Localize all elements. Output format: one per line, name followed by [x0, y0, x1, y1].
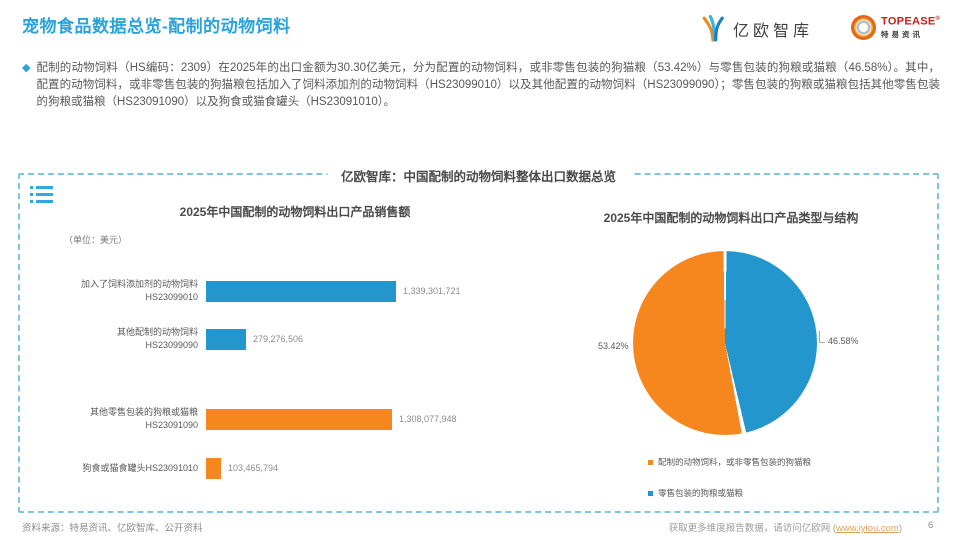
- bar-row: 狗食或猫食罐头HS23091010 103,465,794: [30, 447, 500, 489]
- bar-value-label: 103,465,794: [228, 463, 279, 473]
- bar-row: 其他配制的动物饲料 HS23099090 279,276,506: [30, 318, 500, 360]
- bar-row: 加入了饲料添加剂的动物饲料 HS23099010 1,339,301,721: [30, 270, 500, 312]
- registered-mark: ®: [935, 16, 941, 23]
- bar-fill: [206, 280, 396, 302]
- pie-pct-label-orange: 53.42%: [598, 341, 629, 351]
- pie-graphic: [633, 251, 817, 435]
- bar-category-label: 其他配制的动物饲料 HS23099090: [116, 327, 198, 350]
- topease-ring-icon: [851, 15, 876, 40]
- iyiou-link[interactable]: www.iyiou.com: [836, 523, 899, 534]
- legend-item: 零售包装的狗粮或猫粮: [648, 487, 811, 499]
- bar-fill: [206, 328, 246, 350]
- bar-category-label: 其他零售包装的狗粮或猫粮 HS23091090: [89, 407, 198, 430]
- page-title: 宠物食品数据总览-配制的动物饲料: [22, 17, 291, 36]
- topease-logo: TOPEASE® 特易资讯: [851, 15, 940, 40]
- bar-value-label: 279,276,506: [253, 334, 304, 344]
- bar-row: 其他零售包装的狗粮或猫粮 HS23091090 1,308,077,948: [30, 398, 500, 440]
- legend-label: 零售包装的狗粮或猫粮: [658, 488, 744, 498]
- diamond-bullet-icon: ◆: [22, 62, 31, 74]
- bar-category-label: 加入了饲料添加剂的动物饲料 HS23099010: [80, 279, 198, 302]
- bar-chart-unit-label: （单位：美元）: [64, 235, 128, 245]
- footer-note: 获取更多维度报告数据，请访问亿欧网 (www.iyiou.com): [668, 523, 902, 534]
- eo-logo: 亿欧智库: [700, 15, 813, 42]
- bar-chart-title: 2025年中国配制的动物饲料出口产品销售额: [179, 205, 411, 219]
- bar-value-label: 1,339,301,721: [403, 286, 461, 296]
- legend-item: 配制的动物饲料，或非零售包装的狗猫粮: [648, 456, 811, 468]
- legend-swatch: [648, 490, 653, 496]
- page-number: 6: [928, 520, 934, 531]
- pie-chart-title: 2025年中国配制的动物饲料出口产品类型与结构: [603, 211, 859, 225]
- data-panel: 亿欧智库：中国配制的动物饲料整体出口数据总览 2025年中国配制的动物饲料出口产…: [18, 166, 939, 513]
- pie-pct-label-blue: 46.58%: [828, 336, 859, 346]
- list-icon: [30, 186, 53, 207]
- topease-wordmark: TOPEASE®: [881, 16, 941, 29]
- eo-logo-text: 亿欧智库: [733, 22, 814, 40]
- bar-fill: [206, 408, 392, 430]
- intro-block: ◆ 配制的动物饲料（HS编码：2309）在2025年的出口金额为30.30亿美元…: [22, 60, 940, 111]
- pie-legend: 配制的动物饲料，或非零售包装的狗猫粮 零售包装的狗粮或猫粮: [648, 456, 811, 518]
- panel-title: 亿欧智库：中国配制的动物饲料整体出口数据总览: [326, 166, 631, 185]
- topease-subtext: 特易资讯: [881, 30, 923, 40]
- legend-label: 配制的动物饲料，或非零售包装的狗猫粮: [658, 457, 812, 467]
- intro-text: 配制的动物饲料（HS编码：2309）在2025年的出口金额为30.30亿美元，分…: [36, 62, 940, 108]
- source-note: 资料来源：特易资讯、亿欧智库、公开资料: [22, 523, 203, 534]
- bar-value-label: 1,308,077,948: [399, 414, 457, 424]
- pie-label-connector: [819, 331, 825, 343]
- legend-swatch: [648, 459, 653, 465]
- eo-logo-icon: [702, 15, 724, 42]
- bar-category-label: 狗食或猫食罐头HS23091010: [82, 462, 198, 473]
- bar-fill: [206, 457, 221, 479]
